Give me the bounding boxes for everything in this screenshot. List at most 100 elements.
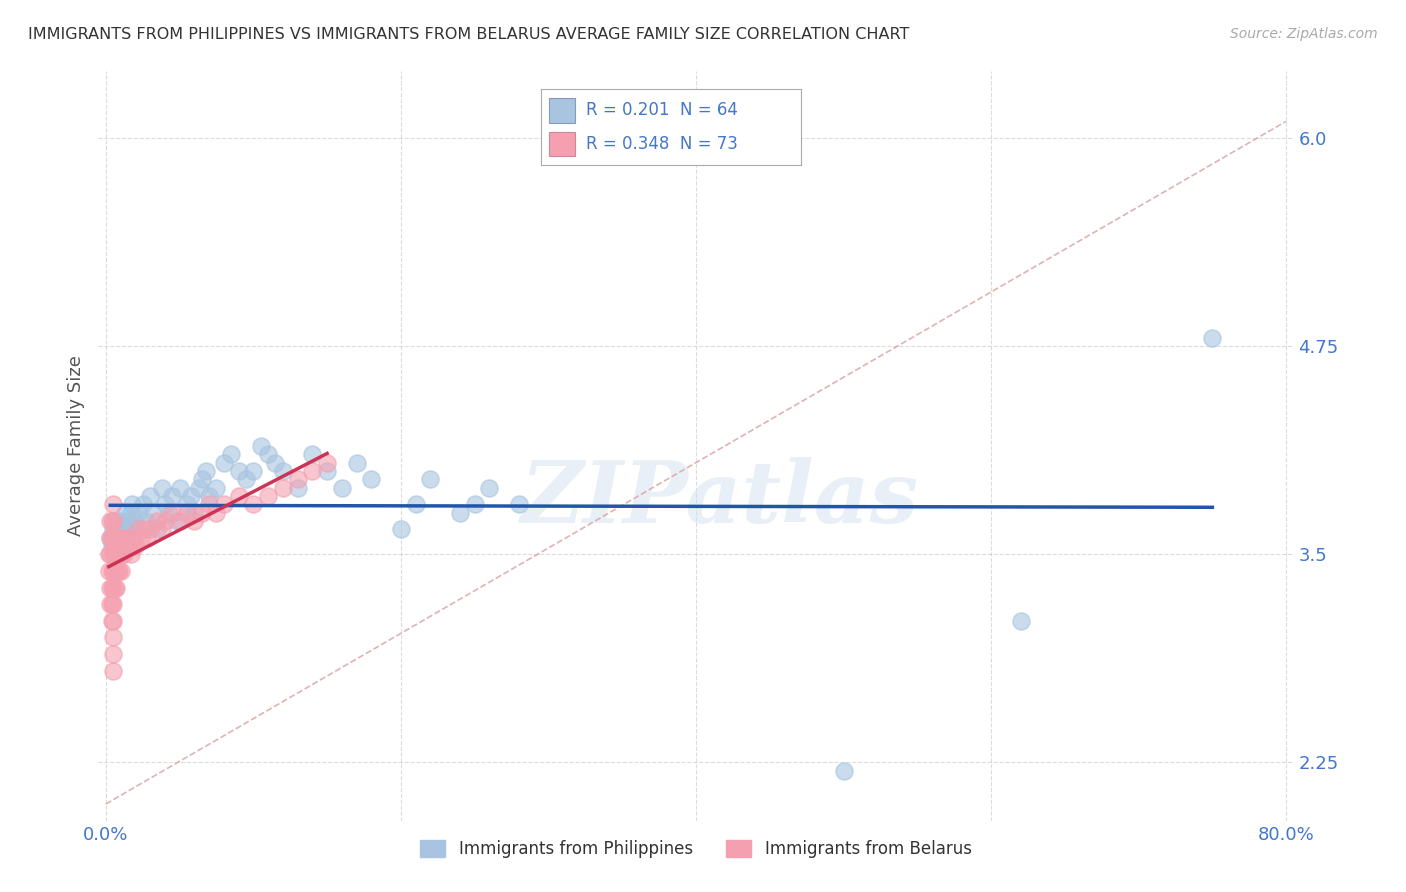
- Point: [110, 522, 132, 536]
- Point: [110, 564, 132, 578]
- Point: [111, 531, 134, 545]
- Point: [101, 581, 124, 595]
- Point: [287, 472, 309, 486]
- Point: [114, 531, 136, 545]
- Point: [228, 489, 250, 503]
- Point: [271, 464, 294, 478]
- Point: [205, 481, 228, 495]
- Point: [101, 631, 124, 645]
- Point: [169, 481, 191, 495]
- Point: [98, 531, 121, 545]
- Point: [150, 481, 173, 495]
- Point: [139, 522, 162, 536]
- Point: [107, 547, 129, 561]
- Point: [169, 514, 191, 528]
- Point: [176, 506, 198, 520]
- Point: [832, 764, 855, 778]
- Point: [139, 489, 162, 503]
- Point: [105, 531, 128, 545]
- Point: [508, 497, 530, 511]
- Point: [176, 497, 198, 511]
- Point: [101, 522, 124, 536]
- Y-axis label: Average Family Size: Average Family Size: [66, 356, 84, 536]
- Point: [183, 506, 205, 520]
- Point: [98, 547, 121, 561]
- Point: [98, 597, 121, 611]
- Point: [316, 456, 339, 470]
- Point: [146, 522, 169, 536]
- Point: [183, 514, 205, 528]
- Point: [111, 547, 134, 561]
- Text: ZIPatlas: ZIPatlas: [520, 457, 920, 541]
- Text: R = 0.348  N = 73: R = 0.348 N = 73: [585, 135, 737, 153]
- Point: [166, 514, 188, 528]
- Point: [153, 497, 176, 511]
- Point: [419, 472, 441, 486]
- Point: [101, 514, 124, 528]
- Point: [105, 514, 128, 528]
- Text: Source: ZipAtlas.com: Source: ZipAtlas.com: [1230, 27, 1378, 41]
- Point: [131, 497, 153, 511]
- Point: [114, 506, 136, 520]
- Point: [100, 564, 122, 578]
- Point: [257, 489, 280, 503]
- Point: [97, 547, 120, 561]
- Point: [228, 464, 250, 478]
- Point: [301, 464, 323, 478]
- Point: [112, 539, 135, 553]
- Point: [219, 447, 242, 461]
- Point: [107, 564, 129, 578]
- Point: [346, 456, 368, 470]
- Point: [195, 464, 218, 478]
- Point: [389, 522, 412, 536]
- Point: [153, 514, 176, 528]
- Point: [150, 522, 173, 536]
- Point: [464, 497, 486, 511]
- Point: [100, 514, 122, 528]
- Point: [198, 489, 221, 503]
- Point: [122, 522, 145, 536]
- Point: [187, 481, 209, 495]
- Point: [101, 531, 124, 545]
- Point: [190, 472, 212, 486]
- Point: [101, 614, 124, 628]
- Text: IMMIGRANTS FROM PHILIPPINES VS IMMIGRANTS FROM BELARUS AVERAGE FAMILY SIZE CORRE: IMMIGRANTS FROM PHILIPPINES VS IMMIGRANT…: [28, 27, 910, 42]
- Point: [405, 497, 427, 511]
- Point: [120, 547, 142, 561]
- Point: [360, 472, 382, 486]
- Point: [100, 597, 122, 611]
- Point: [160, 489, 183, 503]
- Point: [100, 581, 122, 595]
- Point: [134, 522, 156, 536]
- Point: [104, 564, 127, 578]
- Point: [101, 497, 124, 511]
- Point: [104, 531, 127, 545]
- Point: [301, 447, 323, 461]
- Point: [124, 539, 146, 553]
- Point: [330, 481, 353, 495]
- Point: [242, 464, 264, 478]
- Point: [105, 547, 128, 561]
- Point: [198, 497, 221, 511]
- Point: [212, 497, 235, 511]
- Point: [249, 439, 271, 453]
- Point: [287, 481, 309, 495]
- Point: [271, 481, 294, 495]
- FancyBboxPatch shape: [550, 132, 575, 156]
- Point: [124, 514, 146, 528]
- Point: [101, 597, 124, 611]
- Point: [107, 531, 129, 545]
- Point: [135, 514, 157, 528]
- Point: [136, 531, 159, 545]
- Point: [107, 531, 129, 545]
- Point: [1010, 614, 1032, 628]
- Point: [110, 547, 132, 561]
- Point: [142, 506, 165, 520]
- Point: [108, 564, 131, 578]
- Point: [146, 514, 169, 528]
- Point: [122, 531, 145, 545]
- Point: [127, 506, 149, 520]
- Point: [100, 614, 122, 628]
- FancyBboxPatch shape: [550, 98, 575, 122]
- Point: [101, 547, 124, 561]
